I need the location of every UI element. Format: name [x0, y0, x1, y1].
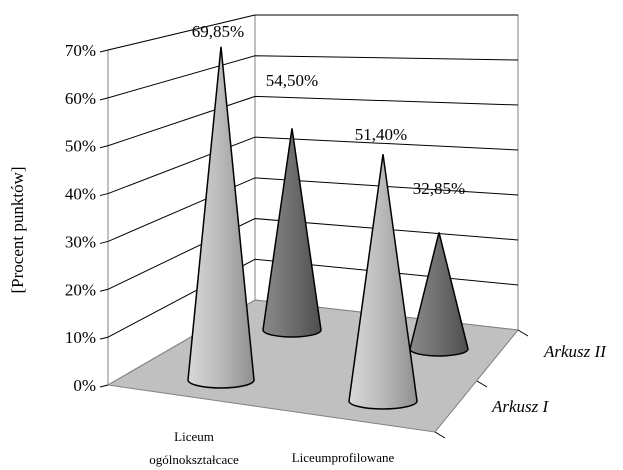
series-label-arkusz-ii: Arkusz II: [543, 342, 607, 361]
gridline: [107, 55, 519, 99]
category-label-ogolnoksztalcace: ogólnokształcace: [149, 452, 239, 467]
cones: [187, 46, 469, 410]
cone-body: [348, 154, 418, 410]
y-tick-mark: [99, 193, 109, 197]
gridline: [107, 136, 519, 195]
category-label-liceum: Liceum: [174, 429, 214, 444]
cone-mark: [187, 46, 255, 389]
data-label: 69,85%: [192, 22, 244, 41]
depth-tick-mark: [517, 329, 529, 337]
y-axis-title: [Procent punktów]: [8, 166, 27, 293]
y-tick-mark: [99, 384, 109, 388]
cone-body: [409, 232, 469, 357]
value-labels: 54,50% 32,85% 69,85% 51,40%: [192, 22, 465, 198]
category-label-liceumprofilowane: Liceumprofilowane: [292, 450, 395, 465]
data-label: 54,50%: [266, 71, 318, 90]
cone-body: [187, 46, 255, 389]
y-axis-ticks: 0% 10% 20% 30% 40% 50% 60% 70%: [65, 41, 529, 439]
y-tick-label: 70%: [65, 41, 96, 60]
y-tick-mark: [99, 336, 109, 340]
y-tick-mark: [99, 288, 109, 292]
cone-mark: [348, 154, 418, 410]
y-tick-label: 60%: [65, 89, 96, 108]
y-tick-label: 0%: [73, 376, 96, 395]
data-label: 51,40%: [355, 125, 407, 144]
y-tick-mark: [99, 97, 109, 101]
y-tick-mark: [99, 145, 109, 149]
gridline: [107, 95, 519, 147]
gridline: [107, 177, 519, 242]
gridline: [107, 218, 519, 290]
y-tick-label: 30%: [65, 232, 96, 251]
depth-tick-mark: [434, 431, 446, 439]
y-tick-label: 10%: [65, 328, 96, 347]
cone-body: [262, 128, 322, 338]
y-tick-label: 40%: [65, 185, 96, 204]
series-label-arkusz-i: Arkusz I: [491, 397, 550, 416]
depth-tick-mark: [476, 380, 488, 388]
y-tick-label: 20%: [65, 280, 96, 299]
y-tick-mark: [99, 49, 109, 53]
gridline: [107, 14, 518, 51]
gridlines: [107, 14, 519, 338]
y-tick-label: 50%: [65, 137, 96, 156]
cone-mark: [262, 128, 322, 338]
y-tick-mark: [99, 240, 109, 244]
data-label: 32,85%: [413, 179, 465, 198]
cone-mark: [409, 232, 469, 357]
